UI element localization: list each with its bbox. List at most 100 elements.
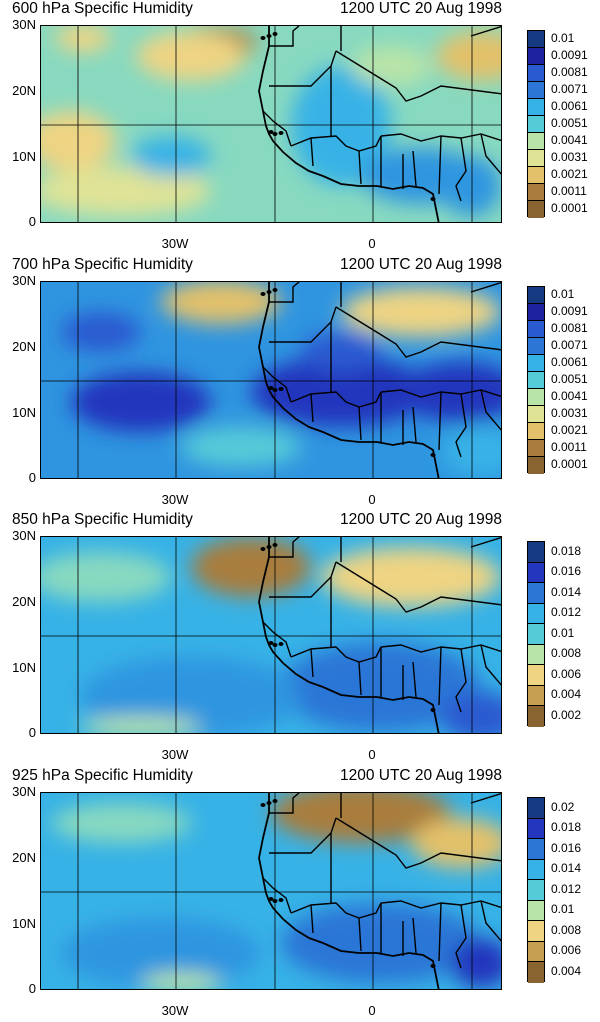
country-border — [269, 817, 337, 854]
humidity-region — [321, 547, 501, 607]
island — [278, 387, 284, 391]
x-tick-label: 0 — [368, 747, 376, 762]
colorbar-swatch — [528, 706, 544, 727]
island — [268, 130, 274, 134]
humidity-map — [40, 281, 502, 479]
humidity-map — [40, 792, 502, 990]
colorbar-label: 0.01 — [551, 902, 575, 917]
humidity-region — [136, 31, 246, 81]
island — [430, 708, 436, 712]
colorbar-label: 0.0081 — [551, 65, 588, 79]
colorbar-swatch — [528, 201, 544, 218]
colorbar-swatch — [528, 583, 544, 604]
country-border — [335, 50, 501, 102]
x-tick-label: 30W — [161, 236, 189, 251]
y-tick-label: 30N — [12, 784, 36, 799]
x-tick-label: 0 — [368, 236, 376, 251]
y-tick-label: 20N — [12, 83, 36, 98]
colorbar-label: 0.008 — [551, 922, 582, 937]
colorbar-swatch — [528, 624, 544, 645]
map-panel: 850 hPa Specific Humidity 1200 UTC 20 Aug… — [0, 511, 600, 766]
country-border — [412, 150, 417, 187]
coastline — [258, 793, 440, 989]
panel-time: 1200 UTC 20 Aug 1998 — [339, 767, 502, 784]
colorbar-label: 0.004 — [551, 687, 582, 702]
map-panel: 700 hPa Specific Humidity 1200 UTC 20 Aug… — [0, 256, 600, 511]
colorbar — [527, 286, 545, 474]
colorbar-swatch — [528, 900, 544, 921]
country-border — [269, 561, 337, 598]
colorbar-swatch — [528, 921, 544, 942]
colorbar-swatch — [528, 65, 544, 82]
country-border — [335, 306, 501, 358]
colorbar-swatch — [528, 962, 544, 983]
y-tick-label: 0 — [28, 470, 36, 485]
humidity-region — [271, 793, 451, 843]
colorbar-label: 0.014 — [551, 584, 582, 599]
colorbar-swatch — [528, 304, 544, 321]
colorbar-label: 0.016 — [551, 564, 582, 579]
humidity-region — [41, 552, 171, 602]
country-border — [358, 406, 362, 441]
colorbar — [527, 30, 545, 218]
x-tick-label: 0 — [368, 1003, 376, 1018]
country-border — [262, 877, 292, 914]
y-tick-label: 10N — [12, 149, 36, 164]
island — [260, 36, 266, 40]
colorbar-swatch — [528, 372, 544, 389]
country-border — [438, 391, 442, 451]
colorbar-swatch — [528, 542, 544, 563]
colorbar-label: 0.0091 — [551, 304, 588, 318]
colorbar-swatch — [528, 839, 544, 860]
country-border — [438, 135, 442, 195]
colorbar-swatch — [528, 133, 544, 150]
country-border — [269, 50, 337, 87]
humidity-region — [131, 136, 211, 176]
panel-time: 1200 UTC 20 Aug 1998 — [339, 0, 502, 17]
country-border — [470, 282, 501, 293]
humidity-region — [81, 717, 201, 733]
colorbar-label: 0.006 — [551, 943, 582, 958]
island — [260, 292, 266, 296]
country-border — [470, 26, 501, 37]
colorbar-label: 0.02 — [551, 799, 575, 814]
country-border — [262, 621, 292, 658]
colorbar-label: 0.0031 — [551, 150, 588, 164]
y-tick-label: 10N — [12, 660, 36, 675]
colorbar-swatch — [528, 603, 544, 624]
y-tick-label: 0 — [28, 214, 36, 229]
humidity-region — [401, 362, 501, 422]
colorbar-swatch — [528, 644, 544, 665]
country-border — [455, 393, 467, 458]
humidity-region — [161, 282, 281, 324]
colorbar-label: 0.014 — [551, 861, 582, 876]
panel-title: 700 hPa Specific Humidity — [12, 256, 193, 273]
country-border — [470, 793, 501, 804]
panel-time: 1200 UTC 20 Aug 1998 — [339, 256, 502, 273]
colorbar-swatch — [528, 31, 544, 48]
humidity-region — [451, 938, 501, 988]
island — [430, 964, 436, 968]
humidity-region — [41, 166, 211, 216]
island — [268, 897, 274, 901]
island — [266, 290, 272, 294]
island — [278, 898, 284, 902]
colorbar-swatch — [528, 48, 544, 65]
colorbar-swatch — [528, 859, 544, 880]
y-tick-label: 20N — [12, 594, 36, 609]
island — [430, 197, 436, 201]
colorbar-label: 0.0061 — [551, 99, 588, 113]
y-tick-label: 0 — [28, 981, 36, 996]
humidity-region — [441, 156, 501, 216]
panel-title: 925 hPa Specific Humidity — [12, 767, 193, 784]
island — [266, 801, 272, 805]
map-canvas — [41, 282, 501, 478]
humidity-region — [61, 918, 261, 988]
colorbar-label: 0.002 — [551, 707, 582, 722]
country-border — [480, 644, 501, 686]
map-panel: 600 hPa Specific Humidity 1200 UTC 20 Aug… — [0, 0, 600, 255]
map-canvas — [41, 26, 501, 222]
colorbar-label: 0.0091 — [551, 48, 588, 62]
island — [272, 288, 278, 292]
humidity-region — [51, 803, 191, 843]
